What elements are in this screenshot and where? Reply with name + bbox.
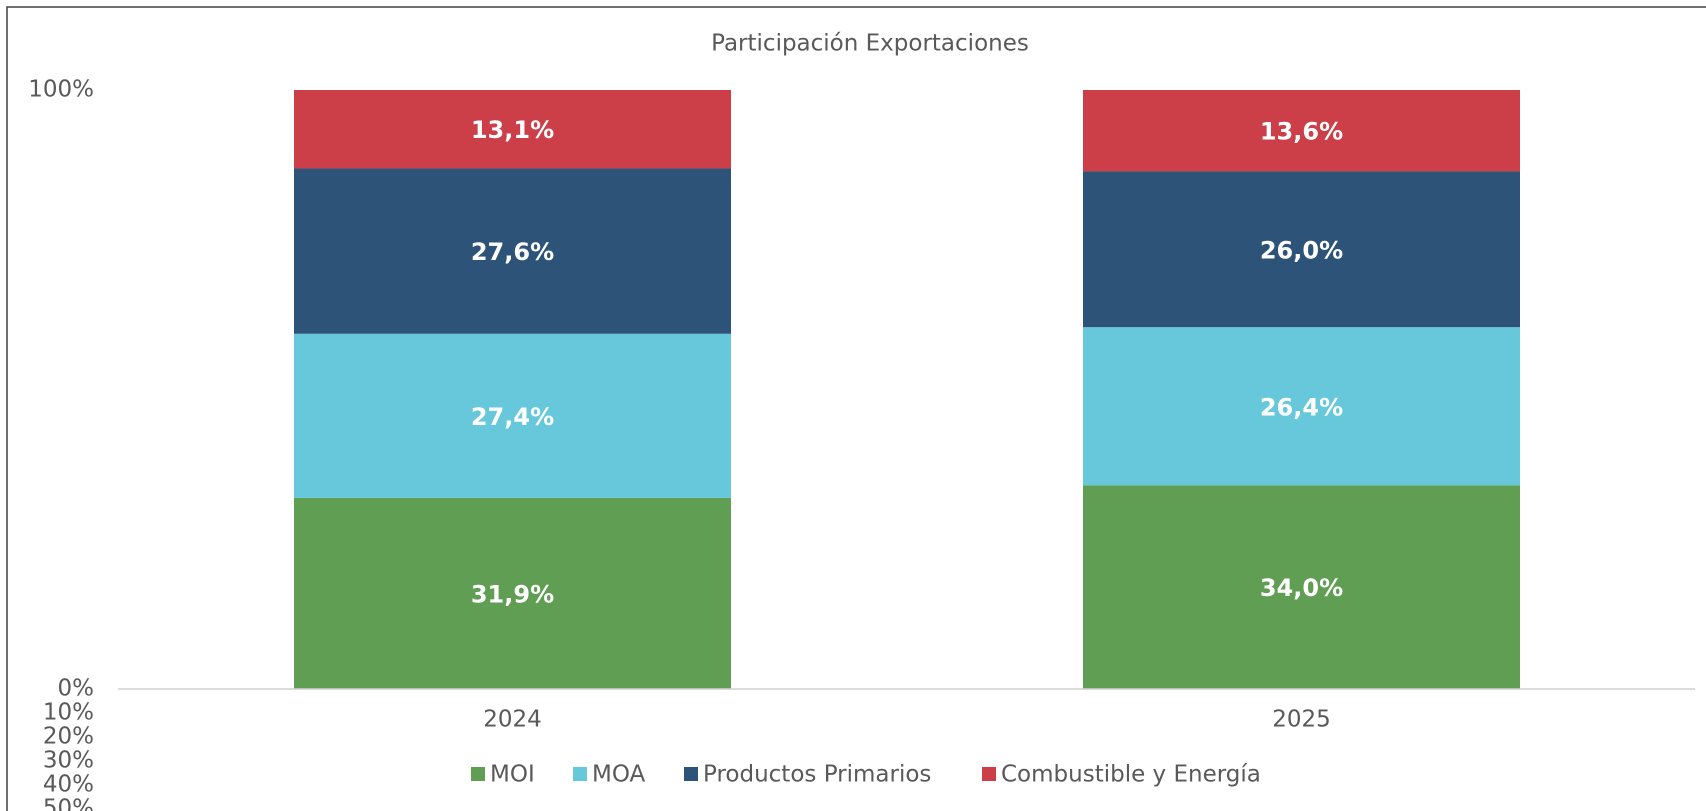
bar-segment bbox=[1083, 171, 1520, 328]
bar-segment bbox=[1083, 327, 1520, 486]
data-label: 26,0% bbox=[1260, 236, 1343, 264]
y-tick-label: 100% bbox=[28, 77, 94, 103]
legend-swatch bbox=[573, 767, 587, 781]
bar-segment bbox=[294, 168, 731, 334]
y-tick-label: 40% bbox=[43, 772, 94, 798]
data-label: 26,4% bbox=[1260, 393, 1343, 421]
bar-segment bbox=[1083, 485, 1520, 689]
y-tick-label: 0% bbox=[58, 676, 95, 702]
chart-border bbox=[6, 6, 1706, 811]
legend-swatch bbox=[684, 767, 698, 781]
data-label: 34,0% bbox=[1260, 574, 1343, 602]
data-label: 13,6% bbox=[1260, 118, 1343, 146]
legend-label: MOI bbox=[490, 762, 535, 788]
legend-label: Combustible y Energía bbox=[1001, 762, 1261, 788]
legend-label: Productos Primarios bbox=[703, 762, 931, 788]
data-label: 13,1% bbox=[471, 116, 554, 144]
bar-segment bbox=[294, 333, 731, 498]
data-label: 31,9% bbox=[471, 580, 554, 608]
x-tick-label: 2024 bbox=[483, 707, 542, 733]
y-tick-label: 20% bbox=[43, 724, 94, 750]
bar-segment bbox=[294, 90, 731, 169]
data-label: 27,6% bbox=[471, 238, 554, 266]
y-tick-label: 30% bbox=[43, 748, 94, 774]
chart-title: Participación Exportaciones bbox=[711, 31, 1029, 57]
x-tick-label: 2025 bbox=[1272, 707, 1331, 733]
legend-swatch bbox=[471, 767, 485, 781]
bar-segment bbox=[1083, 90, 1520, 172]
y-tick-label: 50% bbox=[43, 796, 94, 811]
y-tick-label: 10% bbox=[43, 700, 94, 726]
bar-segment bbox=[294, 497, 731, 689]
legend-swatch bbox=[982, 767, 996, 781]
data-label: 27,4% bbox=[471, 403, 554, 431]
legend-label: MOA bbox=[592, 762, 646, 788]
